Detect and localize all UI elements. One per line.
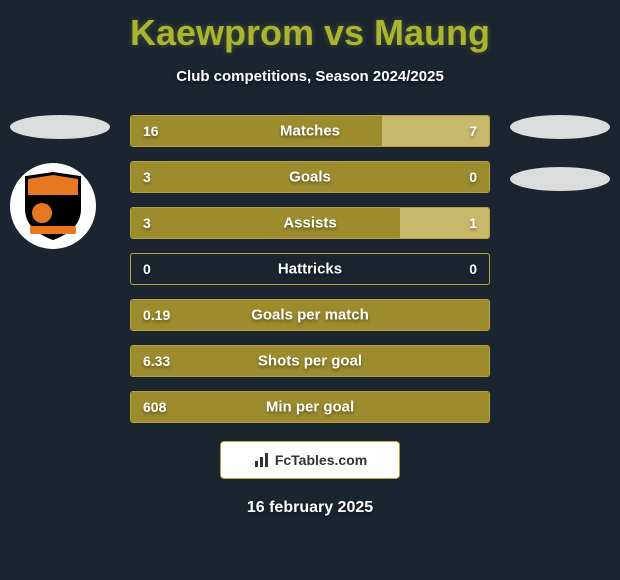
stat-value-left: 3 xyxy=(143,215,151,231)
stat-label: Goals per match xyxy=(251,307,369,324)
stat-value-right: 0 xyxy=(469,261,477,277)
stat-row: 608 Min per goal xyxy=(130,391,490,423)
stat-value-right: 7 xyxy=(469,123,477,139)
stat-label: Goals xyxy=(289,169,331,186)
right-placeholder-ellipse-2 xyxy=(510,167,610,191)
stat-label: Matches xyxy=(280,123,340,140)
bar-left-fill xyxy=(131,116,382,146)
subtitle: Club competitions, Season 2024/2025 xyxy=(0,68,620,85)
chart-date: 16 february 2025 xyxy=(0,499,620,517)
stat-bars: 16 7 Matches 3 0 Goals 3 1 Assists 0 0 Hattricks 0.1… xyxy=(130,115,490,423)
brand-footer[interactable]: FcTables.com xyxy=(220,441,400,479)
team-crest-left xyxy=(10,163,96,249)
stat-value-left: 0.19 xyxy=(143,307,170,323)
stat-row: 6.33 Shots per goal xyxy=(130,345,490,377)
stat-label: Min per goal xyxy=(266,399,354,416)
brand-name: FcTables.com xyxy=(275,452,367,468)
stat-label: Hattricks xyxy=(278,261,342,278)
page-title: Kaewprom vs Maung xyxy=(0,0,620,54)
right-team-column xyxy=(510,115,610,191)
shield-icon xyxy=(22,171,84,241)
stat-row: 16 7 Matches xyxy=(130,115,490,147)
stat-row: 3 1 Assists xyxy=(130,207,490,239)
stat-label: Assists xyxy=(283,215,336,232)
stat-value-left: 3 xyxy=(143,169,151,185)
stat-row: 3 0 Goals xyxy=(130,161,490,193)
right-placeholder-ellipse-1 xyxy=(510,115,610,139)
left-placeholder-ellipse xyxy=(10,115,110,139)
left-team-column xyxy=(10,115,110,249)
bar-left-fill xyxy=(131,208,400,238)
stat-row: 0.19 Goals per match xyxy=(130,299,490,331)
chart-icon xyxy=(253,451,271,469)
stat-value-left: 16 xyxy=(143,123,159,139)
comparison-panel: 16 7 Matches 3 0 Goals 3 1 Assists 0 0 Hattricks 0.1… xyxy=(0,115,620,423)
stat-value-left: 6.33 xyxy=(143,353,170,369)
stat-value-right: 0 xyxy=(469,169,477,185)
stat-row: 0 0 Hattricks xyxy=(130,253,490,285)
stat-label: Shots per goal xyxy=(258,353,362,370)
stat-value-left: 608 xyxy=(143,399,166,415)
stat-value-left: 0 xyxy=(143,261,151,277)
stat-value-right: 1 xyxy=(469,215,477,231)
